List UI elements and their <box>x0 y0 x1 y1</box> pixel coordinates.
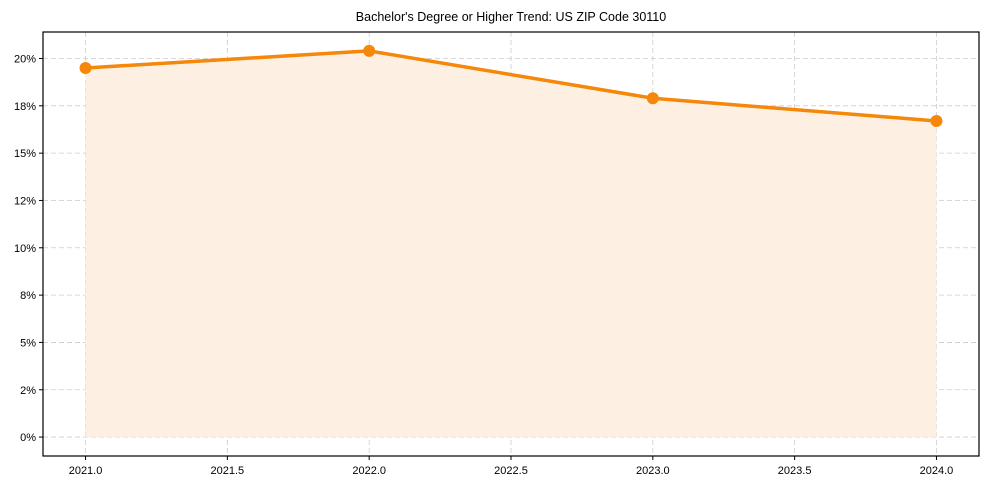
x-tick-label: 2024.0 <box>920 465 954 477</box>
plot-area: 0% 2% 5% 8% 10% 12% 15% 18% 20% 2021.0 2021.5 2022… <box>14 31 980 477</box>
x-tick-label: 2021.5 <box>211 465 245 477</box>
x-tick-label: 2023.0 <box>636 465 670 477</box>
y-tick-label: 2% <box>20 385 36 397</box>
y-tick-label: 18% <box>14 101 36 113</box>
area-fill <box>85 50 937 438</box>
x-axis-ticks: 2021.0 2021.5 2022.0 2022.5 2023.0 2023.5 2024… <box>69 456 954 477</box>
data-line <box>85 49 937 123</box>
y-tick-label: 0% <box>20 432 36 444</box>
data-point <box>363 44 376 57</box>
x-tick-label: 2023.5 <box>778 465 812 477</box>
y-tick-label: 12% <box>14 195 36 207</box>
y-tick-label: 8% <box>20 290 36 302</box>
x-tick-label: 2021.0 <box>69 465 103 477</box>
data-markers <box>79 44 943 127</box>
x-tick-label: 2022.0 <box>352 465 386 477</box>
x-tick-label: 2022.5 <box>494 465 528 477</box>
data-point <box>79 61 92 74</box>
y-axis-ticks: 0% 2% 5% 8% 10% 12% 15% 18% 20% <box>14 54 43 444</box>
y-tick-label: 20% <box>14 54 36 66</box>
data-point <box>930 114 943 127</box>
chart-title: Bachelor's Degree or Higher Trend: US ZI… <box>356 10 666 24</box>
y-tick-label: 15% <box>14 148 36 160</box>
y-tick-label: 5% <box>20 337 36 349</box>
data-point <box>646 92 659 105</box>
y-tick-label: 10% <box>14 243 36 255</box>
